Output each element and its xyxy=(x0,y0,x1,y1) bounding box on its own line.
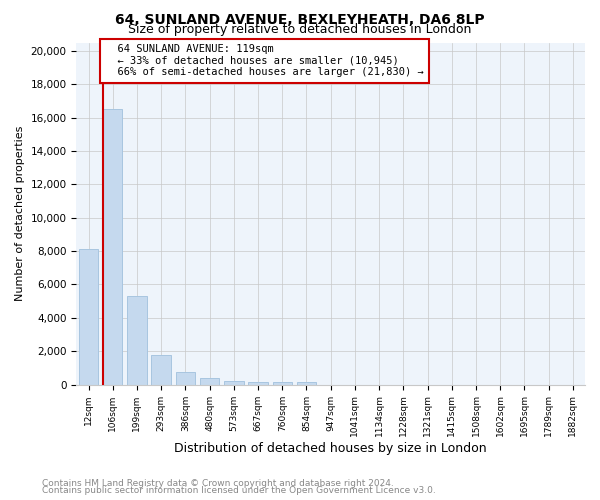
Bar xyxy=(272,382,292,384)
X-axis label: Distribution of detached houses by size in London: Distribution of detached houses by size … xyxy=(175,442,487,455)
Text: Contains HM Land Registry data © Crown copyright and database right 2024.: Contains HM Land Registry data © Crown c… xyxy=(42,478,394,488)
Text: Contains public sector information licensed under the Open Government Licence v3: Contains public sector information licen… xyxy=(42,486,436,495)
Text: Size of property relative to detached houses in London: Size of property relative to detached ho… xyxy=(128,22,472,36)
Bar xyxy=(297,382,316,384)
Bar xyxy=(248,382,268,384)
Bar xyxy=(151,354,171,384)
Bar xyxy=(127,296,146,384)
Text: 64, SUNLAND AVENUE, BEXLEYHEATH, DA6 8LP: 64, SUNLAND AVENUE, BEXLEYHEATH, DA6 8LP xyxy=(115,12,485,26)
Bar xyxy=(103,110,122,384)
Y-axis label: Number of detached properties: Number of detached properties xyxy=(15,126,25,301)
Bar xyxy=(224,381,244,384)
Text: 64 SUNLAND AVENUE: 119sqm
  ← 33% of detached houses are smaller (10,945)
  66% : 64 SUNLAND AVENUE: 119sqm ← 33% of detac… xyxy=(106,44,424,78)
Bar xyxy=(200,378,219,384)
Bar xyxy=(176,372,195,384)
Bar xyxy=(79,250,98,384)
